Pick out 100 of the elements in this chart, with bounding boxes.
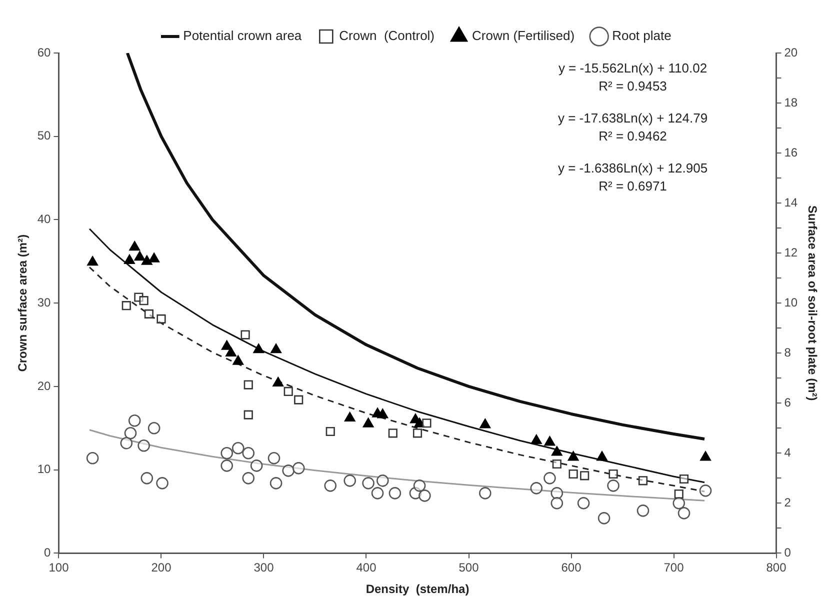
point: [242, 447, 255, 460]
y2-tick-label: 10: [784, 295, 798, 310]
point: [362, 477, 374, 490]
x-tick-label: 700: [664, 560, 684, 575]
point: [418, 490, 431, 502]
point: [700, 451, 711, 461]
point: [674, 489, 684, 499]
point: [294, 395, 304, 404]
point: [552, 459, 562, 469]
point: [568, 451, 579, 461]
point: [220, 460, 233, 472]
point: [544, 436, 556, 446]
point: [479, 487, 492, 500]
x-tick-label: 200: [151, 560, 172, 575]
point: [577, 497, 590, 510]
point: [699, 484, 712, 497]
y-tick-label: 20: [37, 378, 52, 393]
point: [678, 507, 690, 520]
legend-label: Crown (Fertilised): [472, 28, 575, 44]
point: [226, 346, 236, 357]
point: [156, 477, 168, 490]
point: [568, 469, 578, 479]
point: [122, 301, 131, 310]
x-tick-label: 300: [254, 560, 274, 575]
y-tick-label: 40: [37, 212, 52, 226]
point: [221, 340, 232, 350]
point: [232, 442, 244, 454]
point: [156, 314, 166, 324]
point: [148, 422, 160, 434]
point: [580, 471, 590, 480]
y-tick-label: 0: [44, 546, 52, 560]
point: [250, 460, 263, 472]
point: [344, 474, 356, 487]
y2-tick-label: 6: [784, 395, 792, 410]
point: [244, 410, 253, 420]
point: [284, 386, 293, 396]
point: [129, 241, 140, 251]
point: [598, 512, 610, 524]
y2-tick-label: 14: [784, 195, 798, 210]
annotation: R² = 0.9462: [598, 128, 667, 144]
x-tick-label: 400: [356, 560, 377, 575]
point: [141, 255, 152, 265]
point: [270, 344, 282, 354]
point: [244, 380, 253, 390]
y2-tick-label: 8: [784, 345, 792, 360]
point: [371, 487, 384, 500]
point: [376, 474, 389, 487]
point: [413, 480, 426, 492]
annotation: R² = 0.9453: [598, 78, 667, 94]
point: [128, 414, 141, 427]
point: [282, 464, 294, 477]
point: [272, 376, 284, 387]
y2-tick-label: 0: [784, 546, 792, 560]
point: [638, 476, 648, 486]
point: [530, 434, 542, 444]
point: [324, 480, 337, 492]
y2-tick-label: 2: [784, 495, 792, 510]
y-tick-label: 30: [37, 295, 52, 310]
annotation: y = -17.638Ln(x) + 124.79: [558, 110, 708, 126]
point: [144, 309, 154, 318]
annotation: R² = 0.6971: [598, 178, 667, 194]
point: [551, 446, 562, 456]
point: [608, 469, 618, 479]
point: [679, 474, 689, 484]
point: [232, 355, 244, 365]
point: [636, 504, 650, 517]
annotation: y = -1.6386Ln(x) + 12.905: [558, 160, 708, 176]
y2-tick-label: 20: [784, 45, 798, 60]
point: [326, 426, 335, 436]
point: [422, 418, 432, 428]
point: [148, 252, 160, 262]
point: [140, 472, 154, 484]
legend-label: Crown (Control): [339, 28, 435, 44]
point: [120, 437, 133, 450]
point: [86, 452, 99, 464]
point: [344, 412, 356, 422]
y-axis-title: Crown surface area (m²): [16, 234, 30, 372]
x-tick-label: 500: [458, 560, 480, 575]
y-tick-label: 60: [37, 45, 52, 60]
point: [377, 408, 388, 418]
annotation: y = -15.562Ln(x) + 110.02: [558, 60, 708, 76]
point: [292, 462, 305, 474]
point: [268, 452, 280, 464]
y-tick-label: 50: [37, 128, 52, 143]
y2-tick-label: 16: [784, 145, 798, 160]
point: [139, 296, 148, 306]
point: [253, 344, 264, 354]
point: [480, 418, 491, 428]
point: [242, 472, 255, 484]
point: [138, 440, 150, 452]
point: [362, 418, 374, 428]
point: [240, 330, 250, 340]
point: [596, 451, 608, 461]
x-axis-title: Density (stem/ha): [366, 582, 470, 596]
point: [87, 256, 98, 266]
y2-tick-label: 4: [784, 445, 792, 460]
y2-tick-label: 12: [784, 245, 798, 260]
point: [550, 487, 564, 500]
point: [414, 418, 425, 428]
legend-label: Potential crown area: [183, 28, 302, 44]
